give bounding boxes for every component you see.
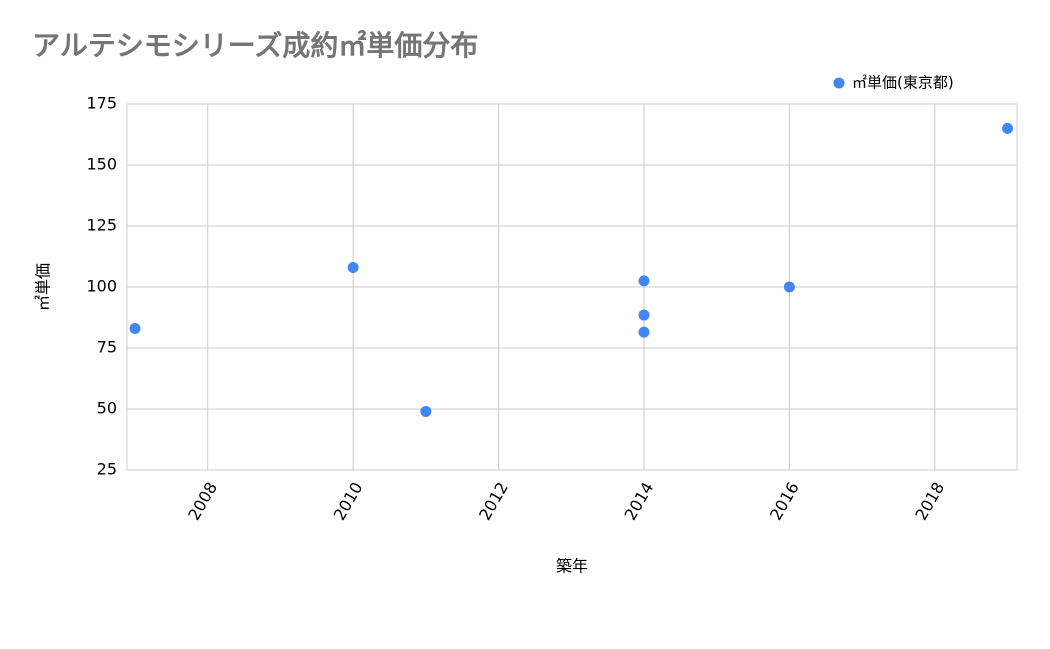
x-tick-label: 2012	[475, 479, 512, 524]
point	[129, 322, 141, 334]
y-tick-label: 175	[86, 94, 117, 113]
point	[1002, 122, 1014, 134]
point	[638, 309, 650, 321]
point	[638, 275, 650, 287]
y-tick-label: 25	[97, 460, 117, 479]
legend-marker	[833, 77, 845, 89]
y-tick-label: 100	[86, 277, 117, 296]
x-tick-label: 2018	[911, 479, 948, 524]
legend-label: ㎡単価(東京都)	[852, 74, 954, 92]
point	[783, 281, 795, 293]
y-tick-label: 50	[97, 399, 117, 418]
point	[420, 405, 432, 417]
point	[638, 326, 650, 338]
x-tick-label: 2010	[330, 479, 367, 524]
chart-title: アルテシモシリーズ成約㎡単価分布	[32, 29, 478, 62]
y-tick-label: 150	[86, 155, 117, 174]
x-tick-label: 2016	[766, 479, 803, 524]
point	[347, 261, 359, 273]
y-tick-label: 75	[97, 338, 117, 357]
x-tick-label: 2014	[621, 479, 658, 524]
y-axis-label: ㎡単価	[34, 263, 53, 311]
x-axis-label: 築年	[556, 557, 588, 576]
x-tick-label: 2008	[184, 479, 221, 524]
y-tick-label: 125	[86, 216, 117, 235]
